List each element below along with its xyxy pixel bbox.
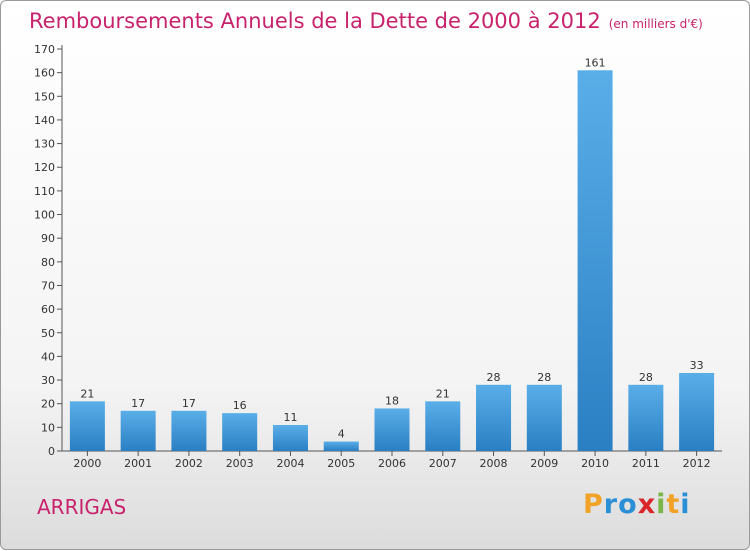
brand-letter: P	[583, 489, 604, 520]
bar	[272, 424, 308, 451]
bar	[679, 372, 715, 451]
y-tick-label: 100	[34, 209, 55, 222]
y-tick-label: 10	[41, 421, 55, 434]
chart-title-text: Remboursements Annuels de la Dette de 20…	[29, 9, 601, 33]
y-tick-label: 60	[41, 303, 55, 316]
x-tick-label: 2005	[327, 457, 355, 470]
y-tick-label: 130	[34, 138, 55, 151]
x-tick-label: 2003	[226, 457, 254, 470]
y-tick-label: 140	[34, 114, 55, 127]
bar	[323, 441, 359, 451]
brand-letter: i	[680, 489, 691, 520]
bar	[425, 401, 461, 451]
y-tick-label: 120	[34, 161, 55, 174]
x-tick-label: 2011	[632, 457, 660, 470]
x-tick-label: 2004	[276, 457, 304, 470]
bar	[374, 408, 410, 451]
x-tick-label: 2008	[480, 457, 508, 470]
brand-letter: r	[603, 489, 619, 520]
y-tick-label: 160	[34, 67, 55, 80]
x-tick-label: 2006	[378, 457, 406, 470]
bar	[69, 401, 105, 451]
bar-value-label: 28	[537, 371, 551, 384]
bar-value-label: 17	[131, 397, 145, 410]
y-tick-label: 0	[48, 445, 55, 458]
bar-value-label: 4	[338, 428, 345, 441]
chart-title: Remboursements Annuels de la Dette de 20…	[29, 9, 703, 33]
bar	[120, 410, 156, 451]
bar	[171, 410, 207, 451]
bar-value-label: 28	[487, 371, 501, 384]
brand-logo[interactable]: Proxiti	[583, 489, 691, 520]
bar	[577, 70, 613, 452]
y-tick-label: 50	[41, 327, 55, 340]
y-tick-label: 40	[41, 350, 55, 363]
y-tick-label: 80	[41, 256, 55, 269]
x-tick-label: 2010	[581, 457, 609, 470]
bar-value-label: 33	[690, 359, 704, 372]
x-tick-label: 2012	[683, 457, 711, 470]
y-tick-label: 170	[34, 43, 55, 56]
bar-value-label: 17	[182, 397, 196, 410]
bar-value-label: 21	[436, 387, 450, 400]
y-tick-label: 70	[41, 279, 55, 292]
y-tick-label: 30	[41, 374, 55, 387]
chart-subtitle: (en milliers d'€)	[608, 17, 703, 31]
bar-value-label: 11	[283, 411, 297, 424]
labels: 21 2000 17 2001 17 2002 16 2003 11 2004 4 2005 18 200…	[73, 56, 710, 470]
axes: 0 10 20 30 40 50 60 70 80 90 100 110 120 130 140 150 160…	[34, 43, 722, 458]
bar	[628, 384, 664, 451]
y-tick-label: 110	[34, 185, 55, 198]
brand-letter: x	[637, 489, 657, 520]
x-tick-label: 2000	[73, 457, 101, 470]
y-tick-label: 90	[41, 232, 55, 245]
x-tick-label: 2009	[530, 457, 558, 470]
bar-value-label: 16	[233, 399, 247, 412]
brand-letter: i	[656, 489, 667, 520]
bars	[69, 70, 715, 452]
brand-letter: o	[618, 489, 638, 520]
bar-value-label: 21	[80, 387, 94, 400]
y-tick-label: 150	[34, 90, 55, 103]
bar	[476, 384, 512, 451]
y-tick-label: 20	[41, 398, 55, 411]
commune-name: ARRIGAS	[37, 495, 127, 519]
x-tick-label: 2007	[429, 457, 457, 470]
bar	[222, 413, 258, 451]
brand-letter: t	[666, 489, 681, 520]
x-tick-label: 2001	[124, 457, 152, 470]
bar-value-label: 28	[639, 371, 653, 384]
bar-value-label: 18	[385, 394, 399, 407]
x-tick-label: 2002	[175, 457, 203, 470]
bar	[526, 384, 562, 451]
bar-value-label: 161	[585, 56, 606, 69]
